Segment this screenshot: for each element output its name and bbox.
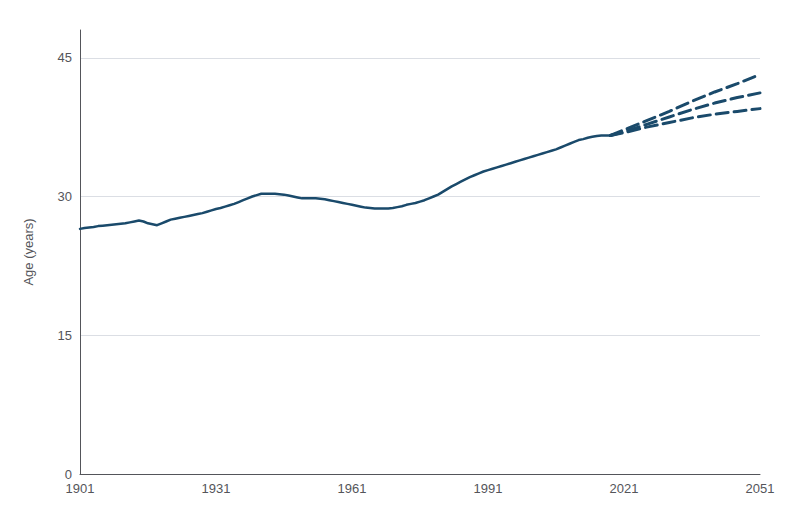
svg-text:15: 15 [58,328,72,343]
svg-text:1931: 1931 [202,481,231,496]
svg-text:1991: 1991 [474,481,503,496]
svg-text:Age (years): Age (years) [21,218,36,285]
svg-text:1961: 1961 [338,481,367,496]
svg-text:2021: 2021 [610,481,639,496]
svg-text:1901: 1901 [66,481,95,496]
svg-text:2051: 2051 [746,481,775,496]
svg-text:30: 30 [58,189,72,204]
svg-text:0: 0 [65,467,72,482]
svg-text:45: 45 [58,50,72,65]
